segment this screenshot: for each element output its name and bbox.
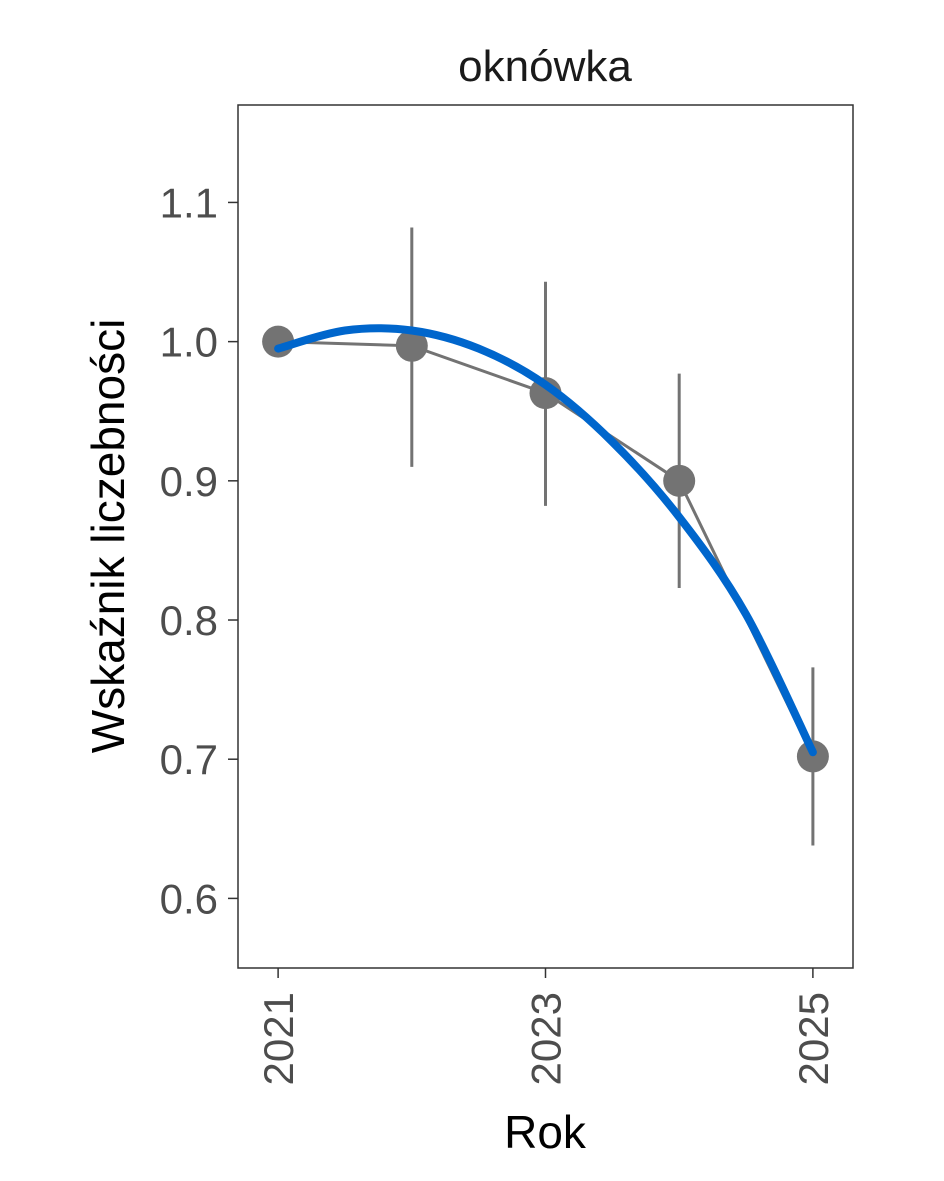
x-tick-label: 2025 [790, 992, 837, 1085]
y-tick-label: 0.9 [160, 458, 218, 505]
y-tick-label: 0.7 [160, 736, 218, 783]
x-axis-title: Rok [504, 1106, 587, 1158]
y-tick-label: 0.6 [160, 875, 218, 922]
x-tick-label: 2021 [255, 992, 302, 1085]
y-axis-title: Wskaźnik liczebności [82, 319, 134, 754]
x-tick-label: 2023 [523, 992, 570, 1085]
y-axis: 0.6 0.7 0.8 0.9 1.0 1.1 [160, 179, 238, 922]
plot-panel [237, 104, 854, 969]
y-tick-label: 1.0 [160, 319, 218, 366]
data-point [529, 377, 562, 410]
y-tick-label: 1.1 [160, 179, 218, 226]
x-axis: 2021 2023 2025 [255, 968, 837, 1085]
data-point [796, 740, 829, 773]
chart-marks [262, 227, 829, 846]
data-point [395, 329, 428, 362]
data-point [663, 464, 696, 497]
chart-title: oknówka [458, 42, 632, 91]
trend-curve [274, 324, 817, 757]
y-tick-label: 0.8 [160, 597, 218, 644]
